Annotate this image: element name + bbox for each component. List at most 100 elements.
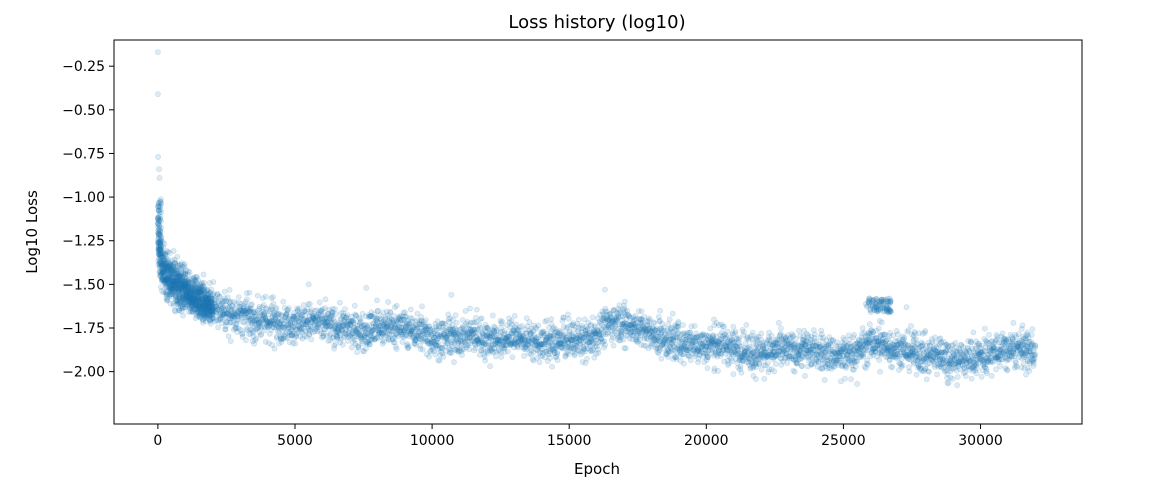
scatter-point <box>549 363 555 370</box>
scatter-point <box>157 239 164 246</box>
scatter-point <box>784 360 791 366</box>
scatter-point <box>875 342 882 349</box>
scatter-point <box>159 254 165 261</box>
scatter-point <box>280 298 287 305</box>
scatter-point <box>170 286 177 293</box>
scatter-point <box>160 249 167 256</box>
scatter-point <box>161 278 167 285</box>
scatter-point <box>171 271 178 278</box>
scatter-point <box>174 288 181 295</box>
scatter-point <box>164 248 170 254</box>
scatter-point <box>741 349 748 356</box>
scatter-point <box>155 257 162 264</box>
scatter-point <box>176 287 183 293</box>
scatter-point <box>158 258 165 264</box>
scatter-point <box>164 297 171 304</box>
scatter-point <box>176 273 183 280</box>
scatter-point <box>554 351 561 357</box>
scatter-point <box>168 279 175 285</box>
scatter-point <box>166 282 173 289</box>
scatter-point <box>166 278 173 284</box>
scatter-point <box>374 308 381 315</box>
scatter-point <box>167 286 174 293</box>
scatter-point <box>691 322 698 329</box>
scatter-point <box>155 220 161 227</box>
scatter-point <box>170 271 177 278</box>
scatter-point <box>568 345 575 352</box>
scatter-point <box>160 277 167 284</box>
scatter-point <box>770 356 776 362</box>
scatter-point <box>176 285 183 291</box>
scatter-point <box>170 279 177 286</box>
scatter-point <box>158 274 165 281</box>
scatter-point <box>595 349 602 356</box>
scatter-point <box>422 317 429 323</box>
scatter-point <box>322 305 328 312</box>
scatter-point <box>473 306 480 313</box>
scatter-point <box>175 265 182 271</box>
scatter-point <box>168 289 175 296</box>
scatter-point <box>156 264 163 271</box>
scatter-point <box>171 288 178 295</box>
scatter-point <box>489 312 496 319</box>
scatter-point <box>878 319 885 326</box>
scatter-point <box>171 281 178 288</box>
scatter-point <box>818 327 825 334</box>
scatter-point <box>385 299 392 305</box>
scatter-point <box>251 340 257 347</box>
scatter-point <box>157 273 164 280</box>
scatter-point <box>339 313 346 320</box>
scatter-point <box>638 316 644 322</box>
scatter-point <box>560 314 567 321</box>
scatter-point <box>163 291 170 298</box>
scatter-point <box>336 299 343 306</box>
scatter-point <box>165 277 171 283</box>
scatter-point <box>176 292 183 299</box>
scatter-point <box>165 279 172 286</box>
scatter-point <box>165 275 171 281</box>
scatter-point <box>157 238 163 244</box>
scatter-point <box>160 250 167 257</box>
scatter-point <box>162 269 169 276</box>
scatter-point <box>156 259 163 266</box>
scatter-point <box>844 343 850 349</box>
scatter-point <box>160 265 166 272</box>
scatter-point <box>704 365 711 371</box>
scatter-point <box>170 271 176 278</box>
scatter-point <box>165 279 171 286</box>
scatter-point <box>169 282 176 288</box>
scatter-point <box>368 309 375 316</box>
scatter-point <box>156 269 163 275</box>
scatter-point <box>161 268 168 274</box>
scatter-point <box>1018 338 1025 345</box>
scatter-point <box>181 261 188 268</box>
scatter-point <box>1003 337 1009 343</box>
scatter-point <box>171 256 178 263</box>
scatter-point <box>161 279 168 286</box>
scatter-point <box>840 334 847 341</box>
scatter-point <box>715 322 722 328</box>
scatter-point <box>162 250 169 257</box>
scatter-point <box>170 278 177 285</box>
scatter-point <box>160 271 167 278</box>
scatter-point <box>198 280 205 286</box>
scatter-point <box>160 269 167 276</box>
scatter-point <box>156 247 163 254</box>
scatter-point <box>160 259 167 266</box>
scatter-point <box>174 284 180 290</box>
scatter-point <box>285 305 292 312</box>
scatter-point <box>172 277 179 284</box>
scatter-point <box>172 260 179 266</box>
scatter-point <box>999 330 1006 337</box>
scatter-point <box>225 333 232 339</box>
scatter-point <box>389 331 395 338</box>
scatter-point <box>161 260 168 266</box>
scatter-point <box>166 271 173 278</box>
scatter-point <box>168 267 175 274</box>
scatter-point <box>680 322 686 328</box>
scatter-point <box>173 278 180 285</box>
scatter-point <box>158 260 165 267</box>
scatter-point <box>156 251 162 258</box>
scatter-point <box>169 282 176 289</box>
scatter-point <box>331 306 338 312</box>
